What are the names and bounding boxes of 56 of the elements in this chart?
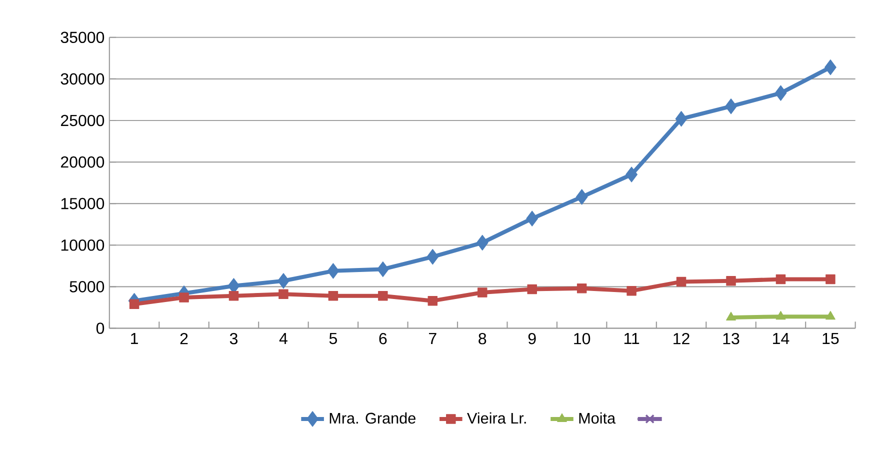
x-tick-label: 10 [574, 332, 590, 344]
point [328, 290, 338, 301]
x-tick-label: 12 [674, 332, 690, 344]
point [526, 210, 538, 226]
x-tick-label: 15 [822, 332, 839, 344]
point [675, 111, 688, 127]
legend-label: Vieira Lr. [467, 412, 526, 424]
y-tick-label: 35000 [60, 32, 104, 44]
y-tick-label: 0 [96, 322, 104, 334]
point [725, 98, 737, 114]
point [376, 261, 389, 278]
x-tick-label: 2 [180, 332, 188, 344]
point [774, 85, 787, 101]
point [476, 234, 488, 250]
x-tick-label: 11 [624, 332, 640, 344]
x-tick-label: 6 [379, 332, 387, 344]
point [576, 283, 587, 294]
point [228, 290, 239, 301]
x-tick-label: 9 [528, 332, 536, 344]
y-tick-label: 5000 [70, 281, 104, 292]
y-tick-label: 25000 [60, 114, 104, 126]
point [726, 312, 736, 320]
point [626, 166, 638, 182]
legend-label: Moita [579, 412, 616, 424]
point [278, 273, 290, 289]
point [527, 284, 537, 294]
y-tick-label: 30000 [60, 73, 104, 85]
x-tick-label: 7 [429, 332, 436, 344]
legend-label: Mra. Grande [330, 412, 416, 424]
point [426, 248, 439, 265]
x-tick-label: 3 [230, 332, 238, 344]
point [179, 292, 189, 302]
x-tick-label: 8 [478, 332, 486, 344]
x-tick-label: 5 [329, 332, 337, 344]
y-tick-label: 20000 [60, 156, 104, 168]
point [776, 274, 786, 284]
point [626, 286, 636, 296]
x-tick-label: 1 [131, 332, 138, 344]
point [676, 276, 686, 287]
point [776, 310, 786, 320]
point [129, 299, 140, 310]
y-tick-label: 15000 [61, 198, 104, 210]
point [378, 290, 388, 301]
point [478, 288, 488, 298]
point [278, 289, 288, 300]
x-tick-label: 14 [773, 332, 790, 344]
point [826, 310, 836, 320]
point [824, 59, 836, 76]
x-tick-label: 13 [723, 332, 740, 344]
point [726, 276, 736, 286]
point [428, 296, 438, 306]
point [327, 263, 340, 279]
point [576, 189, 588, 205]
point [826, 274, 836, 284]
y-tick-label: 10000 [61, 239, 104, 251]
x-tick-label: 4 [279, 332, 288, 344]
